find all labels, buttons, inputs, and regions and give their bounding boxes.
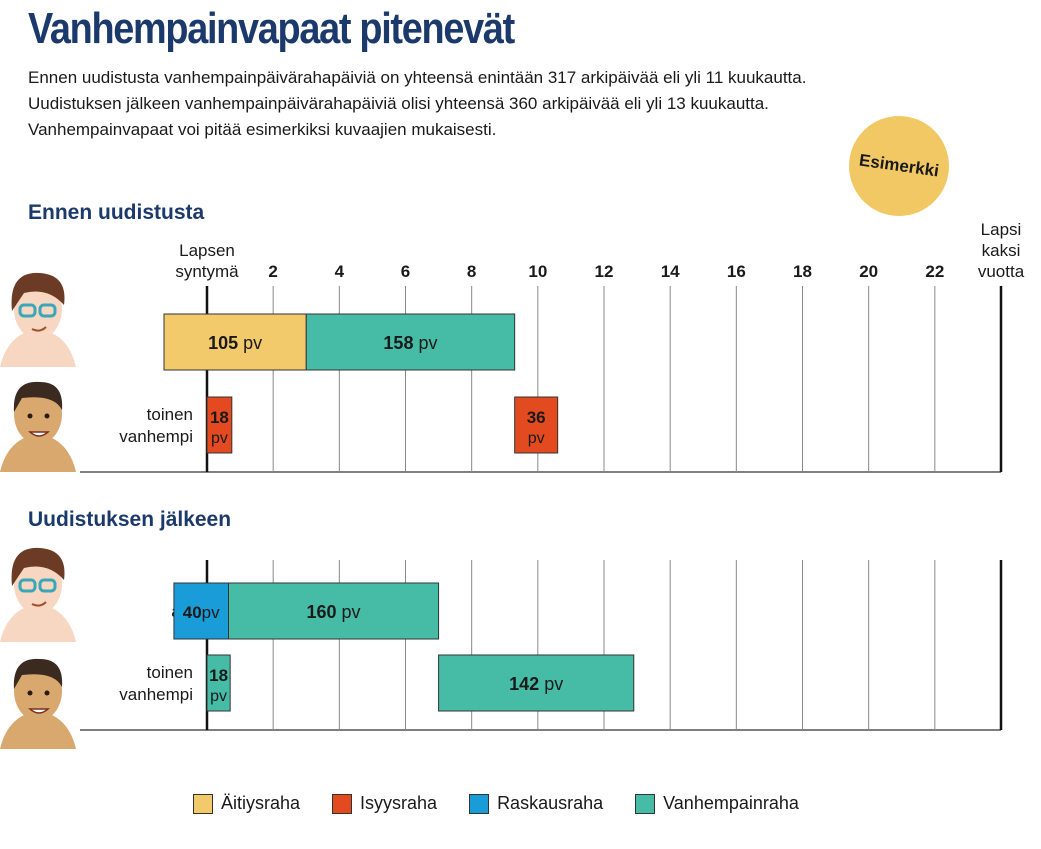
- row-labels: äititoinenvanhempiäititoinenvanhempi: [119, 333, 193, 704]
- bar-label: 18: [209, 666, 228, 685]
- x-tick-label: 10: [528, 262, 547, 281]
- row-label: toinen: [147, 663, 193, 682]
- mother-avatar-icon: [0, 272, 76, 367]
- bar-raskausraha: [173, 582, 230, 640]
- legend-item-isyysraha: Isyysraha: [332, 793, 437, 814]
- bar-isyysraha: [514, 396, 559, 454]
- x-tick-label: vuotta: [978, 262, 1025, 281]
- bar-unit-label: pv: [528, 430, 545, 447]
- legend-label-isyysraha: Isyysraha: [360, 793, 438, 813]
- bars: 105 pv 158 pv 18 pv 36 pv 40pv 160 pv 18 pv 142 pv: [163, 313, 635, 712]
- bar-label: 18: [210, 408, 229, 427]
- x-tick-label: 20: [859, 262, 878, 281]
- bar-vanhempainraha: [305, 313, 516, 371]
- parent-avatar-icon: [0, 658, 76, 749]
- bar-aitiysraha: [163, 313, 307, 371]
- page-title: Vanhempainvapaat pitenevät: [28, 4, 515, 53]
- bar-label: 36: [527, 408, 546, 427]
- row-label: vanhempi: [119, 685, 193, 704]
- x-tick-label: 4: [335, 262, 345, 281]
- x-tick-label: kaksi: [982, 241, 1021, 260]
- bar-isyysraha: [206, 396, 233, 454]
- legend-item-raskausraha: Raskausraha: [469, 793, 603, 814]
- bar-label: 40pv: [183, 603, 220, 622]
- x-tick-labels: Lapsen syntymä 2 4 6 8 10 12 14 16 18 20 22 Lapsi kaks…: [175, 220, 1024, 281]
- x-tick-label: syntymä: [175, 262, 239, 281]
- bar-vanhempainraha: [228, 582, 440, 640]
- legend-label-aitiysraha: Äitiysraha: [221, 793, 301, 813]
- bar-label: 158 pv: [383, 333, 437, 353]
- x-tick-label: 18: [793, 262, 812, 281]
- legend-swatch-isyysraha: [332, 793, 353, 814]
- bar-label: 142 pv: [509, 674, 563, 694]
- x-tick-label: 16: [727, 262, 746, 281]
- legend-swatch-raskausraha: [469, 793, 490, 814]
- x-tick-label: 6: [401, 262, 410, 281]
- row-label: vanhempi: [119, 427, 193, 446]
- intro-line-2: Uudistuksen jälkeen vanhempainpäivärahap…: [28, 94, 769, 113]
- bar-vanhempainraha: [206, 654, 231, 712]
- x-tick-label: 22: [925, 262, 944, 281]
- section-title-after: Uudistuksen jälkeen: [28, 508, 232, 531]
- bar-label: 105 pv: [208, 333, 262, 353]
- x-tick-label: 8: [467, 262, 476, 281]
- avatars: [0, 272, 76, 749]
- x-tick-label: Lapsen: [179, 241, 235, 260]
- example-badge: Esimerkki: [849, 116, 949, 216]
- legend-swatch-vanhempainraha: [635, 793, 656, 814]
- bar-vanhempainraha: [438, 654, 635, 712]
- legend-label-raskausraha: Raskausraha: [497, 793, 604, 813]
- bar-unit-label: pv: [211, 430, 228, 447]
- x-tick-label: Lapsi: [981, 220, 1022, 239]
- x-tick-label: 2: [268, 262, 277, 281]
- bar-label: 160 pv: [307, 602, 361, 622]
- bar-unit-label: pv: [210, 688, 227, 705]
- legend-swatch-aitiysraha: [193, 793, 213, 814]
- intro-line-3: Vanhempainvapaat voi pitää esimerkiksi k…: [28, 120, 497, 139]
- legend-label-vanhempainraha: Vanhempainraha: [663, 793, 799, 813]
- mother-avatar-icon: [0, 547, 76, 642]
- legend-item-vanhempainraha: Vanhempainraha: [635, 793, 799, 814]
- row-label: toinen: [147, 405, 193, 424]
- legend-item-aitiysraha: Äitiysraha: [193, 793, 300, 814]
- section-title-before: Ennen uudistusta: [28, 201, 205, 224]
- intro-line-1: Ennen uudistusta vanhempainpäivärahapäiv…: [28, 68, 807, 87]
- legend: Äitiysraha Isyysraha Raskausraha Vanhemp…: [193, 793, 831, 814]
- x-tick-label: 12: [595, 262, 614, 281]
- x-tick-label: 14: [661, 262, 680, 281]
- parent-avatar-icon: [0, 381, 76, 472]
